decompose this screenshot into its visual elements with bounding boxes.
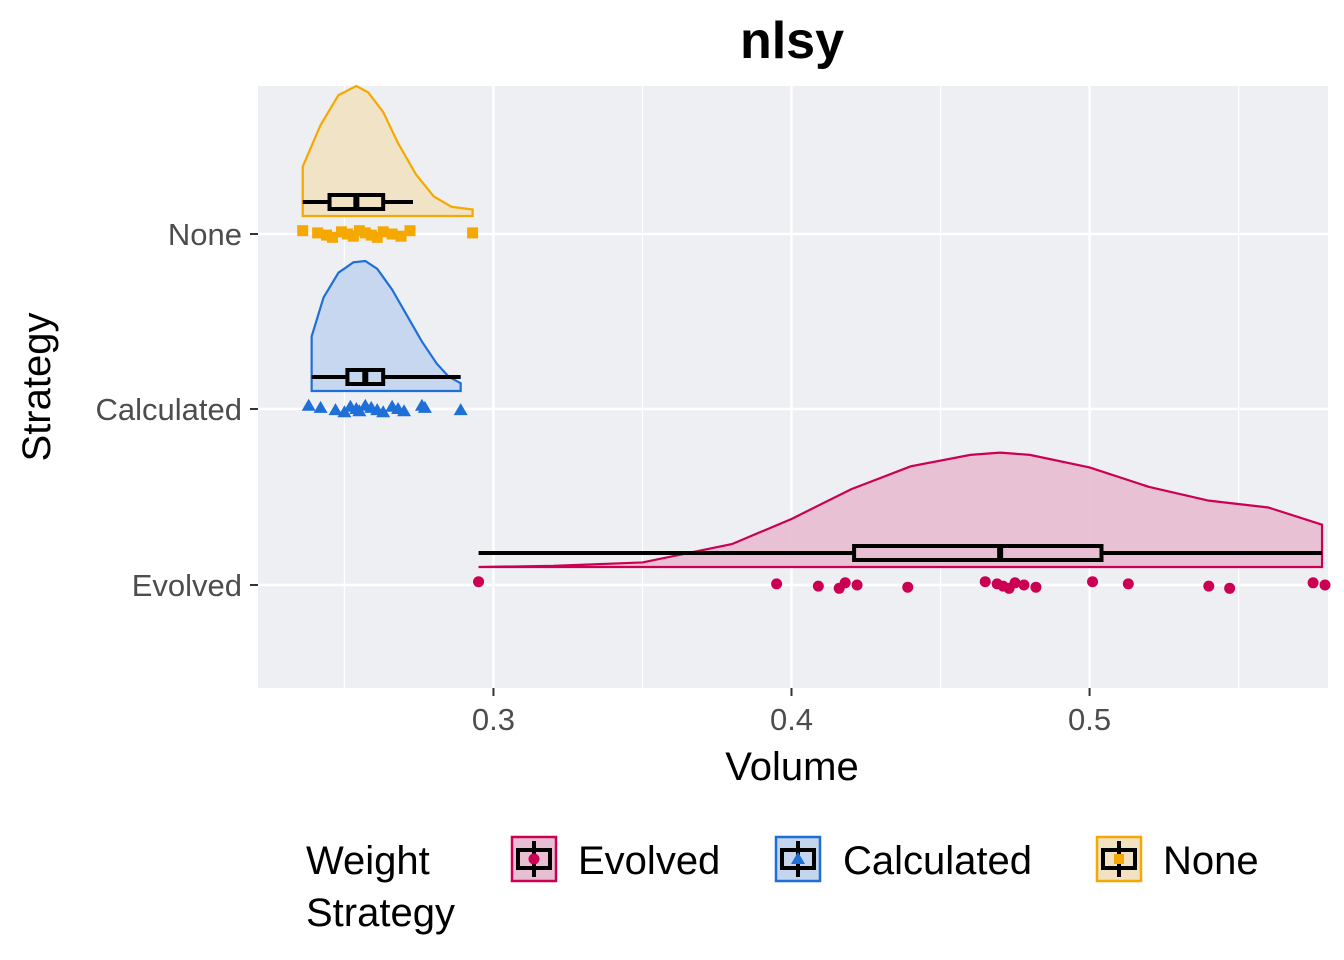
box-plots — [302, 193, 1323, 562]
point-evolved-1 — [771, 578, 783, 590]
legend-key-marker-evolved — [528, 853, 540, 865]
x-tick-label-2: 0.5 — [1068, 702, 1111, 737]
point-none-14 — [404, 225, 416, 237]
point-evolved-6 — [902, 581, 914, 593]
point-evolved-18 — [1307, 577, 1319, 589]
y-tick-label-2: Evolved — [132, 568, 242, 603]
cloud-calculated — [310, 259, 462, 393]
legend-key-marker-calculated — [791, 852, 805, 864]
legend-label-none: None — [1163, 839, 1259, 883]
point-none-6 — [347, 230, 359, 242]
point-none-5 — [341, 228, 353, 240]
point-none-1 — [312, 227, 324, 239]
legend-entry-evolved: Evolved — [510, 835, 720, 883]
point-none-4 — [335, 226, 347, 238]
point-none-3 — [327, 231, 339, 243]
point-evolved-14 — [1087, 576, 1099, 588]
point-none-12 — [386, 228, 398, 240]
x-axis: 0.3 0.4 0.5 — [472, 688, 1111, 737]
point-evolved-16 — [1203, 580, 1215, 592]
point-calculated-15 — [417, 400, 432, 413]
legend: Weight Strategy Evolved Calculated None — [306, 835, 1259, 935]
point-evolved-15 — [1122, 578, 1134, 590]
legend-key-box-evolved — [516, 848, 552, 870]
cloud-evolved — [478, 451, 1324, 569]
legend-entry-calculated: Calculated — [774, 835, 1032, 883]
point-evolved-4 — [839, 577, 851, 589]
legend-title-line-2: Strategy — [306, 891, 455, 935]
point-none-10 — [371, 231, 383, 243]
point-calculated-2 — [328, 403, 343, 416]
legend-key-box-none — [1101, 848, 1137, 870]
legend-entry-none: None — [1095, 835, 1259, 883]
density-clouds — [301, 84, 1324, 569]
y-tick-label-0: None — [168, 217, 242, 252]
point-none-8 — [359, 227, 371, 239]
cloud-none — [301, 84, 474, 218]
y-axis-title: Strategy — [15, 313, 59, 462]
data-points — [297, 225, 1331, 594]
point-none-7 — [353, 225, 365, 237]
y-axis: None Calculated Evolved — [96, 217, 258, 603]
point-evolved-7 — [979, 576, 991, 588]
point-none-13 — [395, 230, 407, 242]
point-evolved-12 — [1018, 579, 1030, 591]
point-none-9 — [365, 229, 377, 241]
legend-key-box-calculated — [780, 848, 816, 870]
point-none-0 — [297, 225, 309, 237]
point-none-15 — [467, 227, 479, 239]
legend-title-line-1: Weight — [306, 839, 430, 883]
point-evolved-13 — [1030, 581, 1042, 593]
x-tick-label-1: 0.4 — [770, 702, 813, 737]
point-calculated-16 — [453, 403, 468, 416]
legend-label-evolved: Evolved — [578, 839, 720, 883]
point-none-2 — [321, 229, 333, 241]
point-calculated-1 — [313, 400, 328, 413]
point-evolved-19 — [1319, 579, 1331, 591]
grid-lines — [258, 86, 1328, 688]
point-evolved-5 — [851, 579, 863, 591]
point-calculated-10 — [376, 405, 391, 418]
point-calculated-0 — [301, 398, 316, 411]
x-axis-title: Volume — [725, 745, 858, 789]
point-evolved-2 — [812, 580, 824, 592]
chart-title: nlsy — [740, 12, 844, 70]
point-evolved-0 — [473, 576, 485, 588]
box-evolved — [852, 544, 1104, 562]
legend-label-calculated: Calculated — [843, 839, 1032, 883]
point-none-11 — [377, 226, 389, 238]
point-calculated-13 — [397, 404, 412, 417]
x-tick-label-0: 0.3 — [472, 702, 515, 737]
point-evolved-11 — [1009, 577, 1021, 589]
legend-key-marker-none — [1114, 854, 1124, 864]
y-tick-label-1: Calculated — [96, 392, 242, 427]
point-evolved-17 — [1224, 582, 1236, 594]
